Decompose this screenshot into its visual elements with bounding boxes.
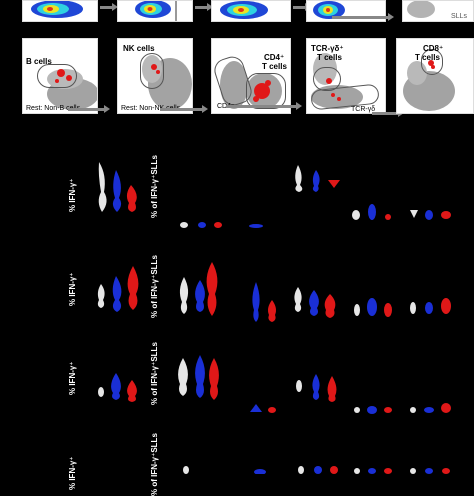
cd8-positive-gate xyxy=(421,49,443,75)
rest-label: Rest: Non-B cells xyxy=(26,105,81,112)
right-ylabel: % of IFN-γ⁺SLLs xyxy=(150,342,159,405)
rest-label: Rest: Non-NK cells xyxy=(121,105,181,112)
density-heatmap-3 xyxy=(220,1,268,19)
gating-arrow xyxy=(100,3,118,11)
gating-panel-b-cells: B cells Rest: Non-B cells xyxy=(22,38,98,114)
gate-label-tcr-gd-t-cells: T cells xyxy=(317,53,342,62)
density-heatmap-4 xyxy=(313,1,345,19)
cd4-positive-gate xyxy=(246,73,286,109)
cd4-negative-label: CD4⁻ xyxy=(217,102,235,111)
density-plot-5: SLLs xyxy=(402,0,474,22)
gating-arrow xyxy=(372,109,404,117)
right-ylabel: % of IFN-γ⁺SLLs xyxy=(150,155,159,218)
density-plot-3 xyxy=(211,0,291,22)
left-ylabel: % IFN-γ⁺ xyxy=(68,178,77,212)
gating-arrow xyxy=(68,105,110,113)
tcr-gd-positive-gate xyxy=(313,67,341,91)
b-cell-gate xyxy=(37,64,77,88)
nk-cell-gate xyxy=(140,53,164,89)
gating-panel-tcr-gd: TCR-γδ⁺ T cells TCR-γδ xyxy=(306,38,386,114)
density-heatmap-1 xyxy=(31,1,83,18)
gating-panel-cd4: CD4⁺ T cells CD4⁻ xyxy=(211,38,291,114)
gating-panel-cd8: CD8⁺ T cells xyxy=(396,38,474,114)
gate-label-tcr-gd: TCR-γδ⁺ xyxy=(311,44,344,53)
gating-arrow xyxy=(226,102,302,110)
gate-label-cd8: CD8⁺ xyxy=(423,44,444,53)
tcr-gd-negative-label: TCR-γδ xyxy=(351,106,376,113)
density-heatmap-2 xyxy=(135,1,177,21)
gate-label-nk-cells: NK cells xyxy=(123,44,155,53)
gating-arrow xyxy=(160,105,208,113)
gating-panel-nk-cells: NK cells Rest: Non-NK cells xyxy=(117,38,193,114)
gate-label-cd4-t-cells: T cells xyxy=(262,62,287,71)
gate-label-cd4: CD4⁺ xyxy=(264,53,285,62)
density-scatter-5 xyxy=(407,1,435,18)
density-plot-1 xyxy=(22,0,98,22)
gating-arrow xyxy=(293,3,311,11)
left-ylabel: % IFN-γ⁺ xyxy=(68,456,77,490)
gating-arrow xyxy=(195,3,213,11)
top-row-partial-label: SLLs xyxy=(451,13,467,20)
left-ylabel: % IFN-γ⁺ xyxy=(68,361,77,395)
left-ylabel: % IFN-γ⁺ xyxy=(68,272,77,306)
right-ylabel: % of IFN-γ⁺SLLs xyxy=(150,255,159,318)
right-ylabel: % of IFN-γ⁺SLLs xyxy=(150,433,159,496)
density-plot-2 xyxy=(117,0,193,22)
gating-arrow xyxy=(332,13,394,21)
gate-label-cd8-t-cells: T cells xyxy=(415,53,440,62)
gate-label-b-cells: B cells xyxy=(26,57,52,66)
